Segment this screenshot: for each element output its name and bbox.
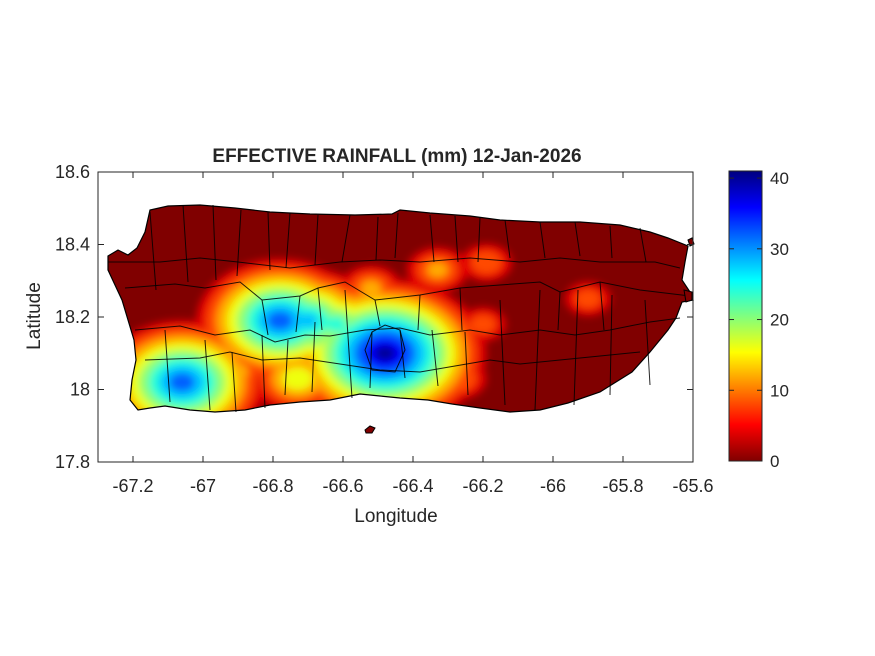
chart-title: EFFECTIVE RAINFALL (mm) 12-Jan-2026 <box>212 146 581 167</box>
municipality-boundary <box>108 257 681 269</box>
rainfall-contour <box>471 251 502 275</box>
x-tick-label: -66.4 <box>392 476 433 496</box>
x-tick-label: -66.2 <box>462 476 503 496</box>
rainfall-contour <box>282 367 313 391</box>
x-tick-label: -66 <box>540 476 566 496</box>
x-axis-label: Longitude <box>354 506 437 527</box>
x-tick-label: -65.6 <box>672 476 713 496</box>
municipality-boundary <box>364 324 406 373</box>
colorbar-tick-label: 0 <box>770 452 779 471</box>
x-tick-label: -67 <box>190 476 216 496</box>
rainfall-contour <box>575 289 601 309</box>
x-tick-label: -67.2 <box>112 476 153 496</box>
island-caja-de-muertos <box>364 425 376 434</box>
municipality-boundary <box>134 317 681 343</box>
x-tick-label: -65.8 <box>602 476 643 496</box>
rainfall-contour <box>297 312 319 329</box>
colorbar-tick-label: 30 <box>770 240 789 259</box>
rainfall-contour <box>169 372 195 392</box>
municipality-boundary <box>261 281 605 336</box>
colorbar-tick-label: 10 <box>770 381 789 400</box>
municipality-boundary <box>149 204 647 291</box>
rainfall-contour <box>325 316 347 332</box>
plot-area: -67.2 -67 -66.8 -66.6 -66.4 -66.2 -66 -65.8 -65.… <box>55 162 714 496</box>
y-tick-label: 18.2 <box>55 307 90 327</box>
y-axis-ticks: 17.8 18 18.2 18.4 18.6 <box>55 162 693 472</box>
x-tick-label: -66.6 <box>322 476 363 496</box>
y-tick-label: 18.6 <box>55 162 90 182</box>
x-tick-label: -66.8 <box>252 476 293 496</box>
island-coastline <box>107 204 694 413</box>
y-tick-label: 17.8 <box>55 452 90 472</box>
island-cayo-icacos <box>683 289 693 303</box>
colorbar-ticks: 0 10 20 30 40 <box>729 169 789 471</box>
y-tick-label: 18 <box>70 380 90 400</box>
municipality-boundary <box>144 351 641 373</box>
rainfall-contour <box>267 311 293 331</box>
colorbar: 0 10 20 30 40 <box>728 169 789 471</box>
rainfall-contour <box>470 314 496 334</box>
y-axis-label: Latitude <box>24 282 45 350</box>
rainfall-contour <box>374 345 396 361</box>
colorbar-gradient <box>728 170 763 462</box>
municipality-boundaries <box>108 204 691 413</box>
y-tick-label: 18.4 <box>55 235 90 255</box>
colorbar-tick-label: 40 <box>770 169 789 188</box>
x-axis-ticks: -67.2 -67 -66.8 -66.6 -66.4 -66.2 -66 -65.8 -65.… <box>112 172 714 496</box>
colorbar-tick-label: 20 <box>770 311 789 330</box>
municipality-boundary <box>164 289 651 413</box>
rainfall-contour <box>427 262 448 278</box>
rainfall-contour <box>360 280 382 296</box>
